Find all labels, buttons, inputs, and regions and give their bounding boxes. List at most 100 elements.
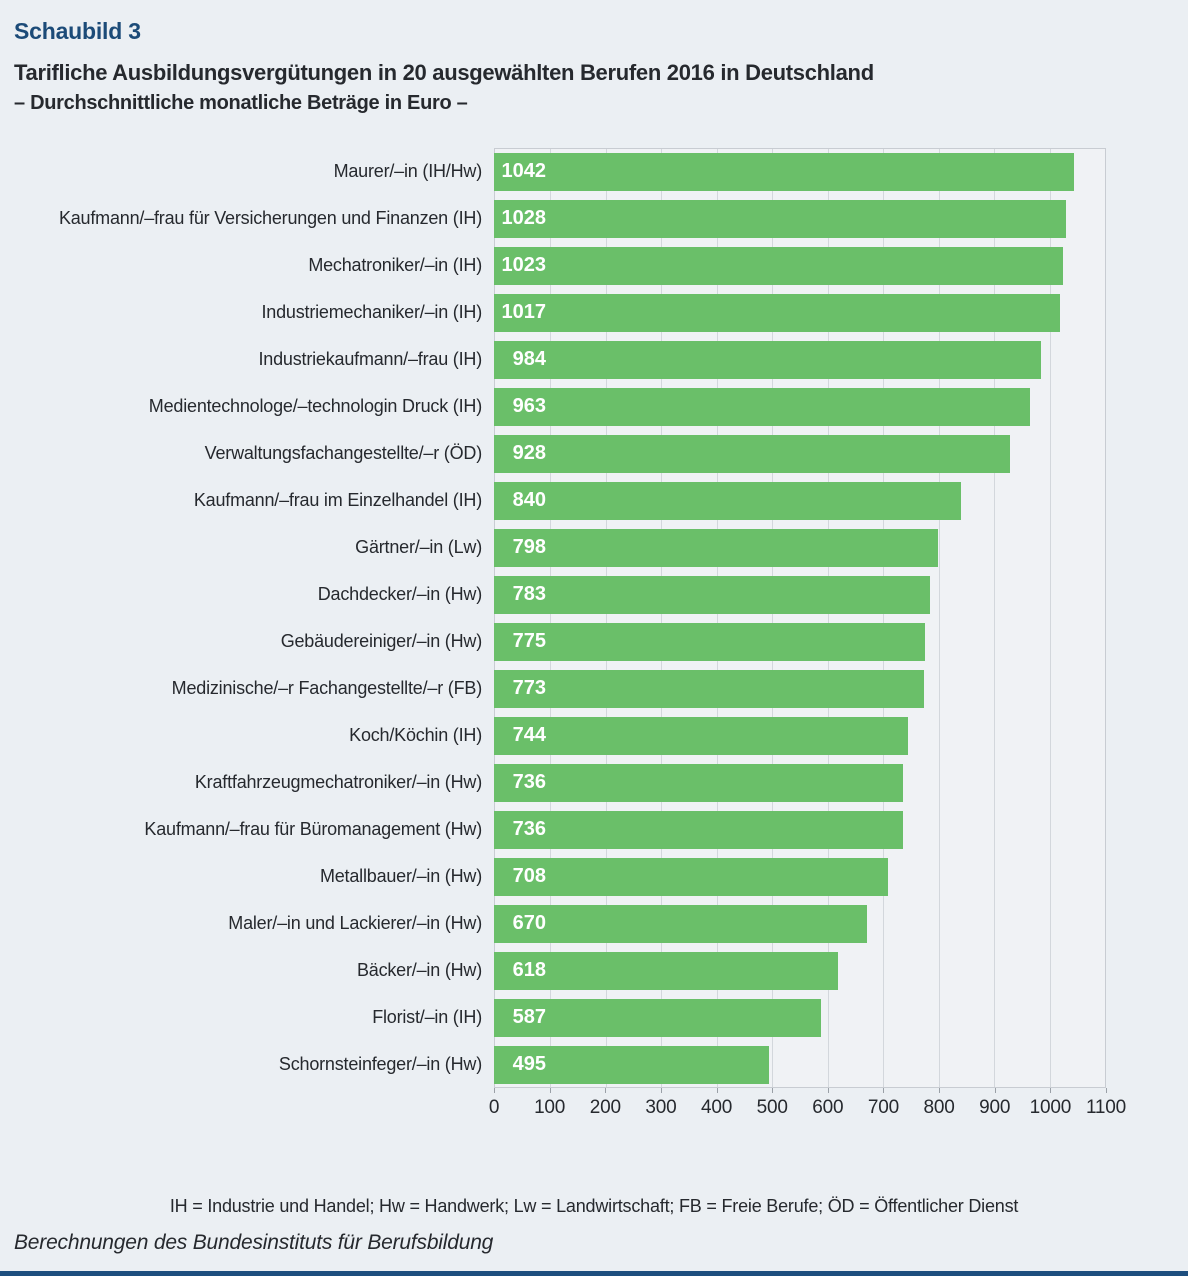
category-label: Verwaltungsfachangestellte/–r (ÖD) <box>204 443 483 463</box>
bar: 736 <box>494 763 904 802</box>
bar-row: Verwaltungsfachangestellte/–r (ÖD) 928 <box>0 430 1106 477</box>
gridline <box>661 149 663 1087</box>
x-axis-tick-label: 1100 <box>1085 1097 1127 1118</box>
bar-value-label: 618 <box>512 959 546 981</box>
category-label: Dachdecker/–in (Hw) <box>317 584 482 604</box>
bar-track: 928 <box>494 434 1106 473</box>
gridline <box>994 149 996 1087</box>
category-label: Maler/–in und Lackierer/–in (Hw) <box>228 913 482 933</box>
category-label: Medizinische/–r Fachangestellte/–r (FB) <box>171 678 483 698</box>
bar-row: Kaufmann/–frau für Versicherungen und Fi… <box>0 195 1106 242</box>
bar-value-label: 736 <box>512 818 546 840</box>
bar-value-label: 1042 <box>501 160 547 182</box>
footnote-legend: IH = Industrie und Handel; Hw = Handwerk… <box>169 1196 1019 1216</box>
bar: 775 <box>494 622 926 661</box>
figure-kicker: Schaubild 3 <box>14 18 141 44</box>
bar: 587 <box>494 998 821 1037</box>
bar-value-label: 773 <box>512 677 546 699</box>
x-axis-tick-mark <box>660 1088 662 1093</box>
bar: 1028 <box>494 199 1066 238</box>
bar-track: 495 <box>494 1045 1106 1084</box>
chart-subtitle: – Durchschnittliche monatliche Beträge i… <box>14 92 468 114</box>
x-axis-tick-label: 500 <box>756 1097 788 1118</box>
category-label: Kaufmann/–frau im Einzelhandel (IH) <box>193 490 482 510</box>
x-axis-tick-mark <box>1106 1088 1107 1093</box>
bar-value-label: 840 <box>512 489 546 511</box>
x-axis-tick-label: 0 <box>488 1097 500 1118</box>
bar-row: Kraftfahrzeugmechatroniker/–in (Hw) 736 <box>0 759 1106 806</box>
bar-value-label: 708 <box>512 865 546 887</box>
bar-value-label: 670 <box>512 912 546 934</box>
gridline <box>938 149 940 1087</box>
bar-row: Gebäudereiniger/–in (Hw) 775 <box>0 618 1106 665</box>
category-label: Schornsteinfeger/–in (Hw) <box>278 1054 482 1074</box>
bar-track: 670 <box>494 904 1106 943</box>
bar: 495 <box>494 1045 770 1084</box>
x-axis-tick-mark <box>1050 1088 1052 1093</box>
bar-row: Maler/–in und Lackierer/–in (Hw) 670 <box>0 900 1106 947</box>
category-label: Kraftfahrzeugmechatroniker/–in (Hw) <box>194 772 482 792</box>
bar-value-label: 587 <box>512 1006 546 1028</box>
bar-value-label: 798 <box>512 536 546 558</box>
bottom-rule <box>0 1271 1188 1276</box>
bar: 1017 <box>494 293 1060 332</box>
bar-track: 984 <box>494 340 1106 379</box>
bar-track: 618 <box>494 951 1106 990</box>
bar-row: Florist/–in (IH) 587 <box>0 994 1106 1041</box>
x-axis-tick-label: 900 <box>979 1097 1011 1118</box>
bar-track: 963 <box>494 387 1106 426</box>
category-label: Koch/Köchin (IH) <box>349 725 482 745</box>
x-axis-tick-label: 800 <box>923 1097 955 1118</box>
bar-value-label: 744 <box>512 724 546 746</box>
bar-value-label: 1023 <box>501 254 547 276</box>
gridline <box>827 149 829 1087</box>
bar-row: Bäcker/–in (Hw) 618 <box>0 947 1106 994</box>
x-axis-tick-label: 600 <box>812 1097 844 1118</box>
category-label: Maurer/–in (IH/Hw) <box>333 161 483 181</box>
bar: 736 <box>494 810 904 849</box>
category-label: Gärtner/–in (Lw) <box>355 537 482 557</box>
category-label: Gebäudereiniger/–in (Hw) <box>280 631 483 651</box>
bar-value-label: 1028 <box>501 207 547 229</box>
bar-track: 708 <box>494 857 1106 896</box>
bar: 618 <box>494 951 838 990</box>
bar-value-label: 736 <box>512 771 546 793</box>
bar-row: Metallbauer/–in (Hw) 708 <box>0 853 1106 900</box>
bar-row: Industriekaufmann/–frau (IH) 984 <box>0 336 1106 383</box>
bar-track: 744 <box>494 716 1106 755</box>
x-axis-tick-mark <box>883 1088 885 1093</box>
bar-value-label: 984 <box>512 348 546 370</box>
category-label: Kaufmann/–frau für Versicherungen und Fi… <box>58 208 482 228</box>
category-label: Industriekaufmann/–frau (IH) <box>258 349 482 369</box>
bar-row: Industriemechaniker/–in (IH) 1017 <box>0 289 1106 336</box>
bar-value-label: 928 <box>512 442 546 464</box>
category-label: Industriemechaniker/–in (IH) <box>261 302 483 322</box>
bar: 773 <box>494 669 925 708</box>
bar-track: 1023 <box>494 246 1106 285</box>
bar: 928 <box>494 434 1011 473</box>
x-axis-tick-label: 400 <box>700 1097 733 1118</box>
x-axis-tick-mark <box>716 1088 718 1093</box>
bar-value-label: 783 <box>512 583 546 605</box>
bar-row: Kaufmann/–frau im Einzelhandel (IH) 840 <box>0 477 1106 524</box>
gridline <box>1049 149 1051 1087</box>
x-axis-tick-label: 700 <box>867 1097 900 1118</box>
bar-track: 798 <box>494 528 1106 567</box>
bar-value-label: 775 <box>512 630 546 652</box>
bar-track: 736 <box>494 763 1106 802</box>
x-axis-tick-mark <box>772 1088 774 1093</box>
x-axis-tick-mark <box>827 1088 829 1093</box>
source-credit: Berechnungen des Bundesinstituts für Ber… <box>14 1231 494 1254</box>
bar-row: Mechatroniker/–in (IH) 1023 <box>0 242 1106 289</box>
bar-track: 1017 <box>494 293 1106 332</box>
bar-track: 840 <box>494 481 1106 520</box>
bar-value-label: 963 <box>512 395 546 417</box>
bar-track: 736 <box>494 810 1106 849</box>
category-label: Metallbauer/–in (Hw) <box>319 866 482 886</box>
x-axis-tick-label: 200 <box>589 1097 621 1118</box>
gridline <box>605 149 607 1087</box>
bar-row: Kaufmann/–frau für Büromanagement (Hw) 73… <box>0 806 1106 853</box>
x-axis-tick-mark <box>605 1088 607 1093</box>
bar: 840 <box>494 481 962 520</box>
